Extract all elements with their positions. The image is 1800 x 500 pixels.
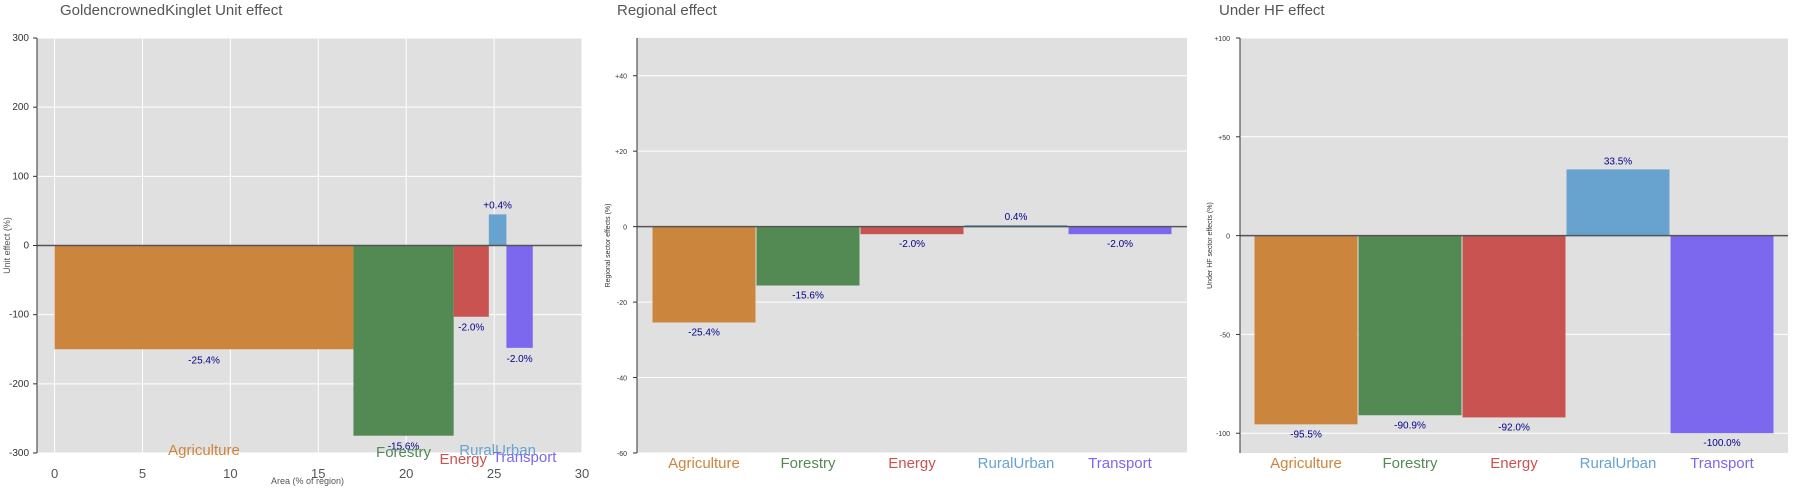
bar-transport <box>506 245 533 348</box>
category-label: Transport <box>1088 455 1152 472</box>
data-label: -15.6% <box>792 290 824 301</box>
y-tick-label: -50 <box>1220 332 1230 339</box>
category-label: Energy <box>1490 455 1538 472</box>
data-label: -15.6% <box>388 442 420 453</box>
y-tick-label: 0 <box>23 241 29 252</box>
data-label: -2.0% <box>1107 239 1133 250</box>
category-label: Forestry <box>1382 455 1438 472</box>
bar-agriculture <box>54 245 354 350</box>
x-tick-label: 20 <box>399 466 413 481</box>
data-label: -2.0% <box>899 239 925 250</box>
data-label: +0.4% <box>483 200 512 211</box>
regional-effect-panel: Regional effect +40 +20 0 -20 -40 -60 -25.4% Ag… <box>600 0 1200 500</box>
y-axis-label: Under HF sector effects (%) <box>1207 202 1214 289</box>
bar-forestry <box>353 245 454 436</box>
category-label: RuralUrban <box>1580 455 1657 472</box>
x-tick-label: 5 <box>139 466 146 481</box>
bar-agriculture <box>652 226 756 323</box>
y-tick-label: 200 <box>12 102 29 113</box>
y-tick-label: +50 <box>1218 135 1230 142</box>
data-label: -100.0% <box>1703 438 1740 449</box>
bar-ruralurban <box>488 214 507 246</box>
chart-title: Under HF effect <box>1219 2 1325 19</box>
data-label: -2.0% <box>458 323 484 334</box>
regional-effect-chart: +40 +20 0 -20 -40 -60 -25.4% Agriculture -15.6% F… <box>605 38 1187 472</box>
bar-forestry <box>756 226 860 286</box>
x-axis-label: Area (% of region) <box>271 476 344 486</box>
bar-ruralurban <box>964 225 1068 227</box>
unit-effect-chart: 300 200 100 0 -100 -200 -300 0 5 10 15 20 25 30 -25.4%… <box>2 33 589 486</box>
bar-forestry <box>1358 235 1462 416</box>
bar-energy <box>453 245 489 317</box>
y-axis-label: Regional sector effects (%) <box>605 204 612 288</box>
y-tick-label: -300 <box>9 448 29 459</box>
data-label: -95.5% <box>1290 429 1322 440</box>
category-label: RuralUrban <box>459 442 536 459</box>
x-tick-label: 10 <box>223 466 237 481</box>
y-tick-label: 0 <box>1226 234 1230 241</box>
chart-title: GoldencrownedKinglet Unit effect <box>60 2 283 19</box>
category-label: Forestry <box>780 455 836 472</box>
category-label: Agriculture <box>168 442 240 459</box>
chart-title: Regional effect <box>617 2 717 19</box>
y-tick-label: -200 <box>9 379 29 390</box>
y-tick-label: -20 <box>617 300 627 307</box>
y-tick-label: 0 <box>623 225 627 232</box>
data-label: 33.5% <box>1604 156 1632 167</box>
category-label: Forestry <box>376 444 432 461</box>
x-tick-label: 0 <box>51 466 58 481</box>
category-label: Transport <box>1690 455 1754 472</box>
y-tick-label: +40 <box>615 74 627 81</box>
data-label: -2.0% <box>507 354 533 365</box>
y-tick-label: -100 <box>1216 431 1230 438</box>
y-tick-label: -40 <box>617 376 627 383</box>
under-hf-effect-panel: Under HF effect +100 +50 0 -50 -100 -95.5% Agr… <box>1200 0 1800 500</box>
y-tick-label: 300 <box>12 33 29 44</box>
bar-energy <box>860 226 964 235</box>
bar-agriculture <box>1254 235 1358 425</box>
y-axis-label: Unit effect (%) <box>2 217 12 274</box>
y-tick-label: -100 <box>9 310 29 321</box>
category-label: Energy <box>439 451 487 468</box>
bar-ruralurban <box>1566 169 1670 236</box>
y-tick-label: 100 <box>12 171 29 182</box>
category-label: Transport <box>493 449 557 466</box>
data-label: -25.4% <box>188 355 220 366</box>
x-tick-label: 30 <box>575 466 589 481</box>
data-label: -90.9% <box>1394 420 1426 431</box>
bar-energy <box>1462 235 1566 418</box>
y-tick-label: +100 <box>1214 36 1230 43</box>
category-label: Energy <box>888 455 936 472</box>
data-label: -92.0% <box>1498 422 1530 433</box>
category-label: Agriculture <box>1270 455 1342 472</box>
under-hf-effect-chart: +100 +50 0 -50 -100 -95.5% Agriculture -90.9% Fo… <box>1207 36 1788 472</box>
y-tick-label: +20 <box>615 149 627 156</box>
y-tick-label: -60 <box>617 451 627 458</box>
data-label: 0.4% <box>1005 212 1028 223</box>
x-tick-label: 25 <box>487 466 501 481</box>
unit-effect-panel: GoldencrownedKinglet Unit effect 300 200 1… <box>0 0 600 500</box>
bar-transport <box>1068 226 1172 235</box>
category-label: RuralUrban <box>978 455 1055 472</box>
category-label: Agriculture <box>668 455 740 472</box>
x-tick-label: 15 <box>311 466 325 481</box>
data-label: -25.4% <box>688 327 720 338</box>
bar-transport <box>1670 235 1774 434</box>
